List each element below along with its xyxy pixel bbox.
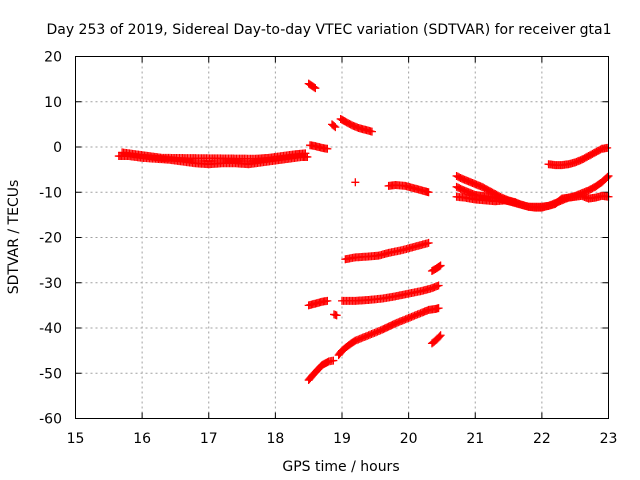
y-tick-label: 0 xyxy=(53,140,62,156)
x-tick-label: 16 xyxy=(133,431,151,447)
series-arc-11 xyxy=(341,238,433,264)
data-point xyxy=(301,149,310,158)
x-tick-label: 18 xyxy=(266,431,284,447)
x-tick-label: 23 xyxy=(600,431,618,447)
series-arc-1b xyxy=(118,148,310,163)
y-tick-label: -50 xyxy=(39,366,62,382)
series-arc-9 xyxy=(334,304,443,360)
x-tick-label: 20 xyxy=(400,431,418,447)
data-point xyxy=(331,123,340,132)
data-point xyxy=(323,296,332,305)
data-point xyxy=(436,261,445,270)
x-tick-label: 22 xyxy=(533,431,551,447)
data-point xyxy=(435,332,444,341)
data-point xyxy=(330,122,339,131)
x-tick-labels: 15 16 17 18 19 20 21 22 23 xyxy=(67,431,618,447)
series-arc-2 xyxy=(304,79,320,93)
data-point xyxy=(511,198,520,207)
y-tick-label: -40 xyxy=(39,321,62,337)
y-tick-label: -10 xyxy=(39,185,62,201)
data-point xyxy=(311,84,320,93)
series-arc-3 xyxy=(306,141,332,153)
y-tick-label: 10 xyxy=(44,95,62,111)
series-arc-18 xyxy=(452,192,520,207)
data-point xyxy=(329,356,338,365)
series-arc-15 xyxy=(427,331,445,348)
data-point xyxy=(303,152,312,161)
y-tick-label: -20 xyxy=(39,231,62,247)
data-point xyxy=(434,262,443,271)
series-arc-8 xyxy=(330,310,341,320)
x-tick-label: 19 xyxy=(333,431,351,447)
x-axis-label: GPS time / hours xyxy=(282,459,399,475)
series-arc-12 xyxy=(384,181,433,197)
data-point xyxy=(323,144,332,153)
data-point xyxy=(351,178,360,187)
y-tick-label: -30 xyxy=(39,276,62,292)
x-tick-label: 15 xyxy=(67,431,85,447)
data-point xyxy=(434,281,443,290)
data-point xyxy=(603,173,612,182)
data-point xyxy=(435,262,444,271)
grid xyxy=(75,56,609,419)
series-arc-5 xyxy=(336,114,376,136)
series-arc-6 xyxy=(304,296,332,310)
series-arc-14 xyxy=(427,261,445,275)
series-arc-10 xyxy=(338,281,443,305)
data-point xyxy=(424,238,433,247)
y-tick-label: -60 xyxy=(39,412,62,428)
plot-frame xyxy=(75,56,609,419)
x-tick-label: 21 xyxy=(466,431,484,447)
series-arc-7 xyxy=(304,356,338,385)
data-point xyxy=(310,83,319,92)
chart-title: Day 253 of 2019, Sidereal Day-to-day VTE… xyxy=(46,22,611,38)
series-arc-13 xyxy=(351,178,360,187)
y-tick-labels: -60 -50 -40 -30 -20 -10 0 10 20 xyxy=(39,50,62,428)
series-arc-19 xyxy=(544,143,612,170)
data-point xyxy=(436,331,445,340)
data-point xyxy=(367,127,376,136)
data-point xyxy=(603,143,612,152)
y-tick-label: 20 xyxy=(44,50,62,66)
data-point xyxy=(434,304,443,313)
x-tick-label: 17 xyxy=(200,431,218,447)
data-points xyxy=(114,79,613,385)
y-axis-label: SDTVAR / TECUs xyxy=(6,180,22,295)
series-arc-4 xyxy=(328,120,340,132)
data-point xyxy=(424,188,433,197)
data-point xyxy=(332,311,341,320)
